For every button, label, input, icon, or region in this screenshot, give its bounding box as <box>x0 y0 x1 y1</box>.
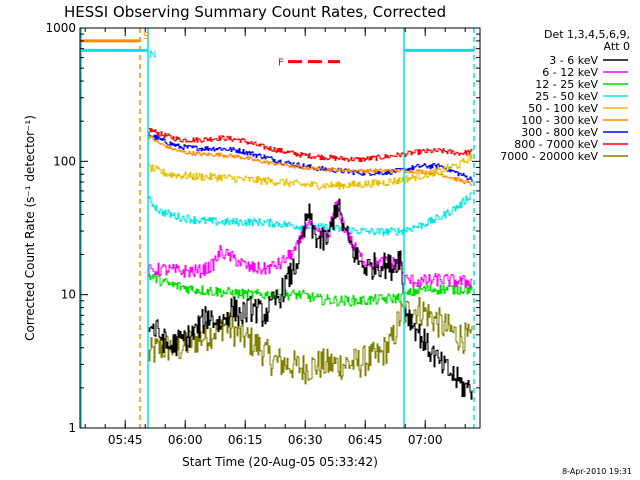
legend-header-attenuator: Att 0 <box>604 40 630 53</box>
legend-label-4: 50 - 100 keV <box>528 102 598 115</box>
plot-area <box>148 127 473 400</box>
x-axis-label: Start Time (20-Aug-05 05:33:42) <box>182 455 378 469</box>
flag-label-f: F <box>278 58 284 69</box>
legend-header-detectors: Det 1,3,4,5,6,9, <box>544 28 630 41</box>
series-line-4 <box>148 154 473 190</box>
legend-label-7: 800 - 7000 keV <box>514 138 598 151</box>
x-axis-ticks: 05:45 06:00 06:15 06:30 06:45 07:00 <box>84 28 466 447</box>
x-tick-label-1: 06:00 <box>168 433 203 447</box>
y-tick-label-1: 10 <box>61 288 76 302</box>
legend-label-8: 7000 - 20000 keV <box>500 150 598 163</box>
x-tick-label-5: 07:00 <box>408 433 443 447</box>
x-tick-label-4: 06:45 <box>348 433 383 447</box>
x-tick-label-2: 06:15 <box>228 433 263 447</box>
flag-bars: SN F <box>80 31 474 69</box>
timestamp-stamp: 8-Apr-2010 19:31 <box>562 467 632 476</box>
legend-label-5: 100 - 300 keV <box>521 114 598 127</box>
legend-label-3: 25 - 50 keV <box>535 90 598 103</box>
legend-label-2: 12 - 25 keV <box>535 78 598 91</box>
series-line-6 <box>148 132 473 183</box>
series-line-8 <box>148 296 473 385</box>
legend-label-0: 3 - 6 keV <box>549 54 598 67</box>
flag-label-n: N <box>149 49 156 60</box>
marker-lines <box>80 28 475 428</box>
series-line-1 <box>148 200 473 288</box>
series-line-7 <box>148 127 473 163</box>
y-tick-label-0: 1 <box>68 421 76 435</box>
x-tick-label-3: 06:30 <box>288 433 323 447</box>
y-tick-label-2: 100 <box>53 154 76 168</box>
chart-title: HESSI Observing Summary Count Rates, Cor… <box>64 3 446 21</box>
y-axis-ticks: 1 10 100 1000 <box>45 21 480 435</box>
legend-label-1: 6 - 12 keV <box>542 66 598 79</box>
x-tick-label-0: 05:45 <box>108 433 143 447</box>
series-line-2 <box>148 273 473 307</box>
y-tick-label-3: 1000 <box>45 21 76 35</box>
legend-label-6: 300 - 800 keV <box>521 126 598 139</box>
y-axis-label: Corrected Count Rate (s⁻¹ detector⁻¹) <box>23 115 37 341</box>
series-line-0 <box>148 198 473 400</box>
plot-frame <box>79 27 481 429</box>
flag-label-s: S <box>143 31 149 42</box>
